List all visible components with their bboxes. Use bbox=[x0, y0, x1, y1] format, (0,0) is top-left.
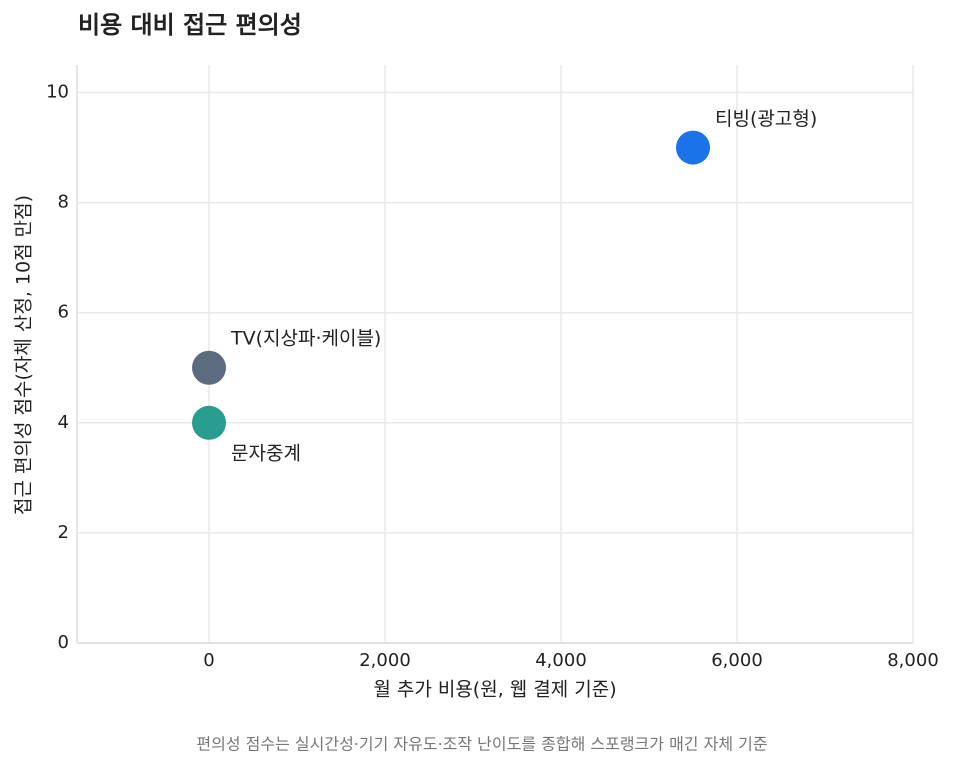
y-tick-label: 0 bbox=[58, 632, 69, 653]
chart-title: 비용 대비 접근 편의성 bbox=[78, 11, 302, 39]
point bbox=[676, 130, 710, 165]
y-tick-label: 6 bbox=[58, 302, 69, 323]
x-tick-label: 4,000 bbox=[535, 650, 587, 671]
y-tick-label: 10 bbox=[46, 82, 69, 103]
y-axis-label: 접근 편의성 점수(자체 산정, 10점 만점) bbox=[13, 195, 35, 515]
point-label: TV(지상파·케이블) bbox=[230, 327, 381, 349]
y-tick-label: 2 bbox=[58, 522, 69, 543]
y-tick-label: 4 bbox=[58, 412, 69, 433]
x-tick-label: 2,000 bbox=[359, 650, 411, 671]
point-label: 티빙(광고형) bbox=[715, 108, 817, 130]
y-tick-label: 8 bbox=[58, 192, 69, 213]
x-tick-label: 0 bbox=[203, 650, 214, 671]
x-tick-label: 6,000 bbox=[711, 650, 763, 671]
point bbox=[192, 350, 226, 385]
caption: 편의성 점수는 실시간성·기기 자유도·조작 난이도를 종합해 스포랭크가 매긴… bbox=[196, 735, 767, 754]
x-tick-label: 8,000 bbox=[887, 650, 939, 671]
point-label: 문자중계 bbox=[231, 442, 301, 464]
point bbox=[192, 405, 226, 440]
x-axis-label: 월 추가 비용(원, 웹 결제 기준) bbox=[373, 679, 616, 701]
